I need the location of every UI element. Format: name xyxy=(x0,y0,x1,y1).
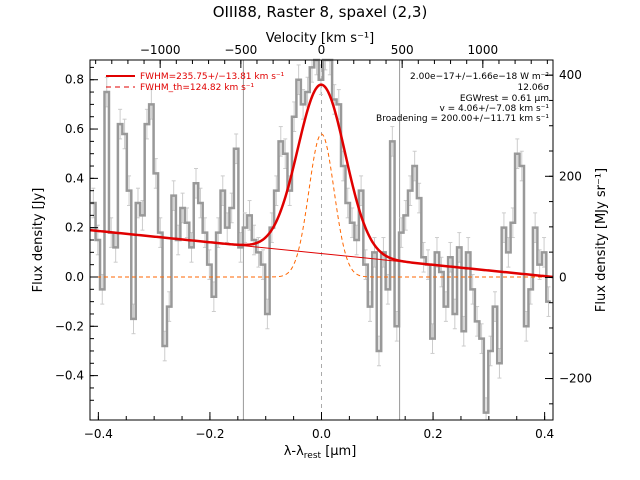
y-tick-label: 0.6 xyxy=(65,122,84,136)
top-tick-label: −500 xyxy=(224,43,257,57)
fit-curves xyxy=(89,83,554,279)
annotation-broadening: Broadening = 200.00+/−11.71 km s⁻¹ xyxy=(376,114,549,124)
x-tick-label: 0.2 xyxy=(424,427,443,441)
top-tick-label: −1000 xyxy=(140,43,181,57)
y-tick-label: 0.2 xyxy=(65,221,84,235)
x-tick-label: −0.2 xyxy=(195,427,224,441)
data-step-line xyxy=(91,58,551,414)
legend: FWHM=235.75+/−13.81 km s⁻¹ FWHM_th=124.8… xyxy=(106,72,285,93)
x-axis-label-sub: rest xyxy=(304,451,322,461)
right-tick-label: −200 xyxy=(559,372,592,386)
top-tick-label: 500 xyxy=(391,43,414,57)
data-series xyxy=(91,58,551,414)
x-tick-label: −0.4 xyxy=(84,427,113,441)
legend-label-fwhm-th: FWHM_th=124.82 km s⁻¹ xyxy=(140,83,255,93)
annotation-significance: 12.06σ xyxy=(518,83,550,93)
fit-annotations: 2.00e−17+/−1.66e−18 W m⁻² 12.06σ EGWrest… xyxy=(376,72,549,124)
top-axis-label: Velocity [km s⁻¹] xyxy=(266,31,374,46)
y-tick-label: 0.4 xyxy=(65,171,84,185)
right-axis-label: Flux density [MJy sr⁻¹] xyxy=(594,168,609,312)
y-axis-label: Flux density [Jy] xyxy=(31,188,46,293)
x-axis-label-main: λ-λ xyxy=(284,444,304,459)
gaussian-fit-curve xyxy=(89,83,554,279)
y-tick-label: 0.8 xyxy=(65,73,84,87)
top-tick-label: 0 xyxy=(318,43,326,57)
thermal-gaussian-curve xyxy=(90,133,553,278)
x-axis-label-unit: [µm] xyxy=(321,444,356,459)
right-tick-label: 0 xyxy=(559,270,567,284)
x-tick-label: 0.0 xyxy=(312,427,331,441)
x-tick-label: 0.4 xyxy=(535,427,554,441)
right-tick-label: 400 xyxy=(559,68,582,82)
y-tick-label: −0.2 xyxy=(55,319,84,333)
axes: −0.4 −0.2 0.0 0.2 0.4 −0.4 −0.2 0.0 0.2 0.4 0.6 0.8… xyxy=(55,43,592,441)
y-tick-label: −0.4 xyxy=(55,369,84,383)
y-tick-label: 0.0 xyxy=(65,270,84,284)
annotation-egw: EGWrest = 0.61 µm xyxy=(460,94,549,104)
annotation-flux: 2.00e−17+/−1.66e−18 W m⁻² xyxy=(410,72,549,82)
top-tick-label: 1000 xyxy=(468,43,499,57)
legend-label-fwhm: FWHM=235.75+/−13.81 km s⁻¹ xyxy=(140,72,285,82)
chart-title: OIII88, Raster 8, spaxel (2,3) xyxy=(213,3,428,21)
plot-area xyxy=(89,58,554,421)
x-axis-label: λ-λrest [µm] xyxy=(284,444,357,461)
annotation-velocity: v = 4.06+/−7.08 km s⁻¹ xyxy=(439,104,549,114)
right-tick-label: 200 xyxy=(559,169,582,183)
